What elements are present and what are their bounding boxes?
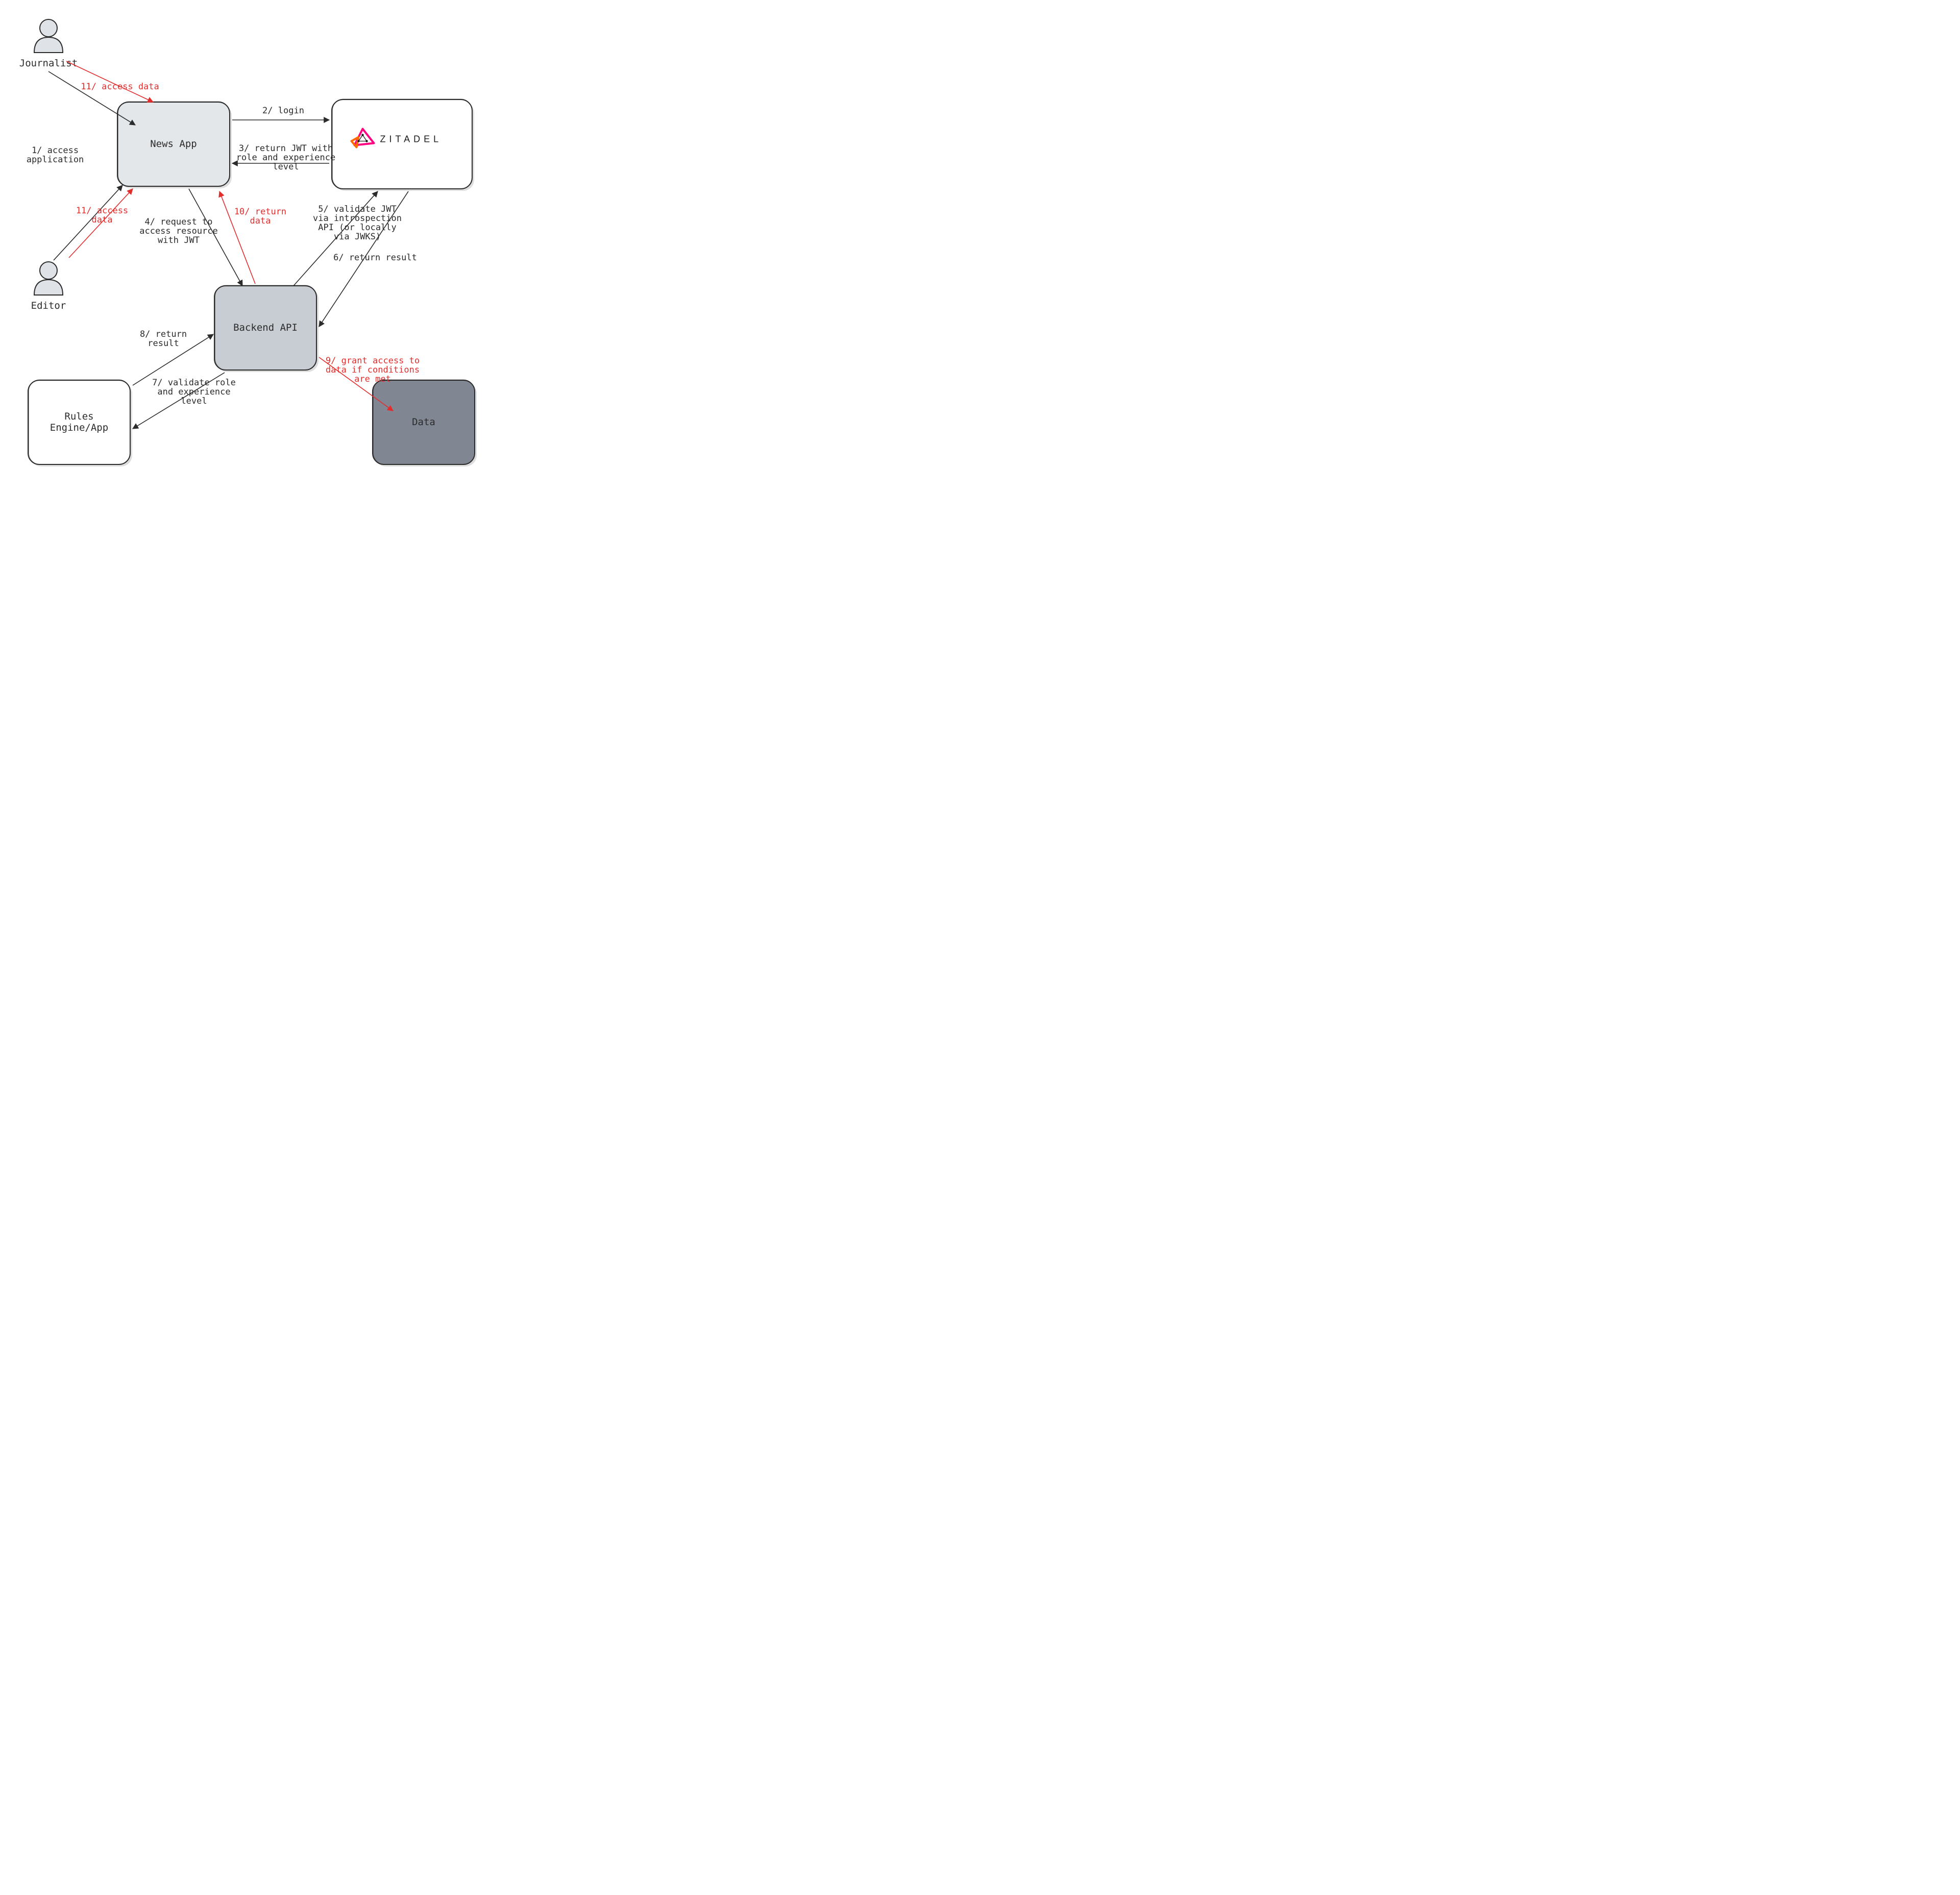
architecture-diagram: News App ZITADEL Backend API RulesEngine/Ap… xyxy=(0,0,490,475)
edge-label-e3: 3/ return JWT with xyxy=(239,143,333,154)
node-data: Data xyxy=(373,380,477,466)
actor-label-journalist: Journalist xyxy=(19,58,78,69)
edge-label-e9: 9/ grant access to xyxy=(326,356,420,366)
edge-label-e3: level xyxy=(273,162,299,172)
edge-label-e10: data xyxy=(250,216,271,226)
node-news_app: News App xyxy=(117,102,232,188)
edge-label-e7: level xyxy=(181,396,207,406)
edge-label-e6: 6/ return result xyxy=(333,253,417,263)
edge-label-e5: 5/ validate JWT xyxy=(318,204,397,214)
actor-editor: Editor xyxy=(31,262,66,311)
edge-label-e11b: 11/ access xyxy=(76,206,128,216)
edge-e1 xyxy=(48,71,135,125)
node-label-news_app: News App xyxy=(150,138,197,150)
edge-label-e7: 7/ validate role xyxy=(152,378,236,388)
edge-label-e11b: data xyxy=(92,215,113,225)
edge-label-e5: via JWKS) xyxy=(334,232,381,242)
edge-label-e7: and experience xyxy=(157,387,230,397)
actor-label-editor: Editor xyxy=(31,300,66,311)
edge-label-e4: access resource xyxy=(139,226,218,236)
edge-label-e10: 10/ return xyxy=(234,207,286,217)
edge-label-e11a: 11/ access data xyxy=(81,82,159,92)
edge-label-e8: result xyxy=(148,338,179,349)
edge-label-e4: 4/ request to xyxy=(144,217,212,227)
actor-journalist: Journalist xyxy=(19,19,78,69)
edge-label-e8: 8/ return xyxy=(140,329,187,339)
edge-label-e1: 1/ access xyxy=(32,145,79,156)
edge-label-e4: with JWT xyxy=(158,235,200,245)
node-label-data: Data xyxy=(412,416,435,428)
edge-label-e9: are met xyxy=(354,374,391,384)
edge-label-e9: data if conditions xyxy=(326,365,420,375)
node-rules: RulesEngine/App xyxy=(28,380,132,466)
edge-label-e3: role and experience xyxy=(236,153,335,163)
edge-label-e2: 2/ login xyxy=(262,106,304,116)
node-backend_api: Backend API xyxy=(214,285,318,372)
edge-e10 xyxy=(219,191,255,284)
node-label-rules: Engine/App xyxy=(50,422,108,433)
node-zitadel: ZITADEL xyxy=(332,99,474,191)
node-label-backend_api: Backend API xyxy=(233,322,298,333)
edge-label-e1: application xyxy=(27,155,84,165)
node-label-rules: Rules xyxy=(64,411,93,422)
zitadel-wordmark: ZITADEL xyxy=(380,134,443,144)
